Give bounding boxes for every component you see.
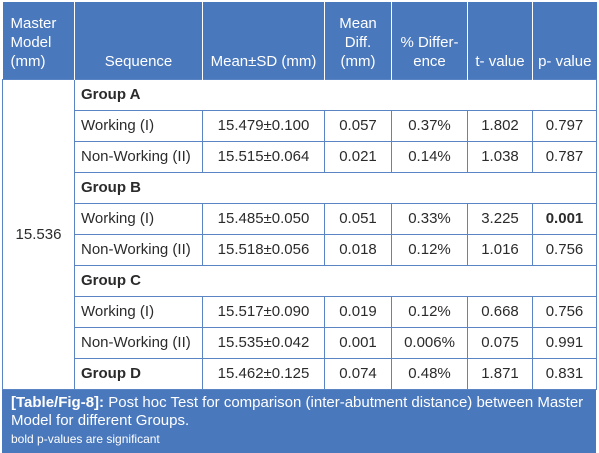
sequence-cell: Non-Working (II) — [74, 233, 203, 266]
sequence-cell: Working (I) — [74, 202, 203, 235]
group-label-b: Group B — [74, 171, 597, 204]
group-label-a: Group A — [74, 78, 597, 111]
percent-diff-cell: 0.12% — [391, 295, 468, 328]
header-mean-sd: Mean±SD (mm) — [202, 2, 325, 79]
caption-label: [Table/Fig-8]: — [11, 393, 105, 411]
p-value-cell: 0.831 — [532, 357, 597, 390]
mean-sd-cell: 15.535±0.042 — [202, 326, 325, 359]
table-row: Non-Working (II) 15.515±0.064 0.021 0.14… — [3, 140, 597, 173]
group-label-d: Group D — [74, 357, 203, 390]
mean-diff-cell: 0.021 — [324, 140, 392, 173]
percent-diff-cell: 0.37% — [391, 109, 468, 142]
t-value-cell: 1.016 — [467, 233, 533, 266]
caption-note: bold p-values are significant — [11, 431, 160, 446]
mean-sd-cell: 15.479±0.100 — [202, 109, 325, 142]
header-mean-diff: Mean Diff. (mm) — [324, 2, 392, 79]
t-value-cell: 0.075 — [467, 326, 533, 359]
mean-diff-cell: 0.001 — [324, 326, 392, 359]
percent-diff-cell: 0.48% — [391, 357, 468, 390]
mean-diff-cell: 0.018 — [324, 233, 392, 266]
caption-text: Post hoc Test for comparison (inter-abut… — [11, 393, 584, 429]
sequence-cell: Working (I) — [74, 295, 203, 328]
t-value-cell: 0.668 — [467, 295, 533, 328]
p-value-cell: 0.787 — [532, 140, 597, 173]
p-value-cell-significant: 0.001 — [532, 202, 597, 235]
group-row-a: 15.536 Group A — [2, 78, 597, 390]
percent-diff-cell: 0.12% — [391, 233, 468, 266]
p-value-cell: 0.756 — [532, 295, 597, 328]
mean-sd-cell: 15.517±0.090 — [202, 295, 325, 328]
t-value-cell: 1.871 — [467, 357, 533, 390]
header-master-model: Master Model (mm) — [2, 2, 75, 79]
header-t-value: t- value — [467, 2, 533, 79]
mean-diff-cell: 0.057 — [324, 109, 392, 142]
p-value-cell: 0.756 — [532, 233, 597, 266]
header-sequence: Sequence — [74, 2, 203, 79]
sequence-cell: Working (I) — [74, 109, 203, 142]
group-row-c: Group C — [3, 264, 597, 297]
mean-diff-cell: 0.051 — [324, 202, 392, 235]
master-model-value: 15.536 — [2, 78, 75, 390]
group-row-d: Group D 15.462±0.125 0.074 0.48% 1.871 0… — [3, 357, 597, 390]
group-row-b: Group B — [3, 171, 597, 204]
percent-diff-cell: 0.14% — [391, 140, 468, 173]
p-value-cell: 0.991 — [532, 326, 597, 359]
t-value-cell: 3.225 — [467, 202, 533, 235]
header-p-value: p- value — [532, 2, 597, 79]
sequence-cell: Non-Working (II) — [74, 140, 203, 173]
table-row: Non-Working (II) 15.535±0.042 0.001 0.00… — [3, 326, 597, 359]
header-percent-difference: % Differ- ence — [391, 2, 468, 79]
mean-diff-cell: 0.019 — [324, 295, 392, 328]
mean-sd-cell: 15.515±0.064 — [202, 140, 325, 173]
mean-sd-cell: 15.518±0.056 — [202, 233, 325, 266]
group-label-c: Group C — [74, 264, 597, 297]
mean-diff-cell: 0.074 — [324, 357, 392, 390]
table-row: Non-Working (II) 15.518±0.056 0.018 0.12… — [3, 233, 597, 266]
mean-sd-cell: 15.485±0.050 — [202, 202, 325, 235]
table-row: Working (I) 15.485±0.050 0.051 0.33% 3.2… — [3, 202, 597, 235]
percent-diff-cell: 0.006% — [391, 326, 468, 359]
mean-sd-cell: 15.462±0.125 — [202, 357, 325, 390]
sequence-cell: Non-Working (II) — [74, 326, 203, 359]
table-row: Working (I) 15.479±0.100 0.057 0.37% 1.8… — [3, 109, 597, 142]
percent-diff-cell: 0.33% — [391, 202, 468, 235]
results-table: Master Model (mm) Sequence Mean±SD (mm) … — [2, 2, 597, 390]
table-row: Working (I) 15.517±0.090 0.019 0.12% 0.6… — [3, 295, 597, 328]
t-value-cell: 1.038 — [467, 140, 533, 173]
table-caption: [Table/Fig-8]: Post hoc Test for compari… — [2, 389, 596, 453]
p-value-cell: 0.797 — [532, 109, 597, 142]
t-value-cell: 1.802 — [467, 109, 533, 142]
